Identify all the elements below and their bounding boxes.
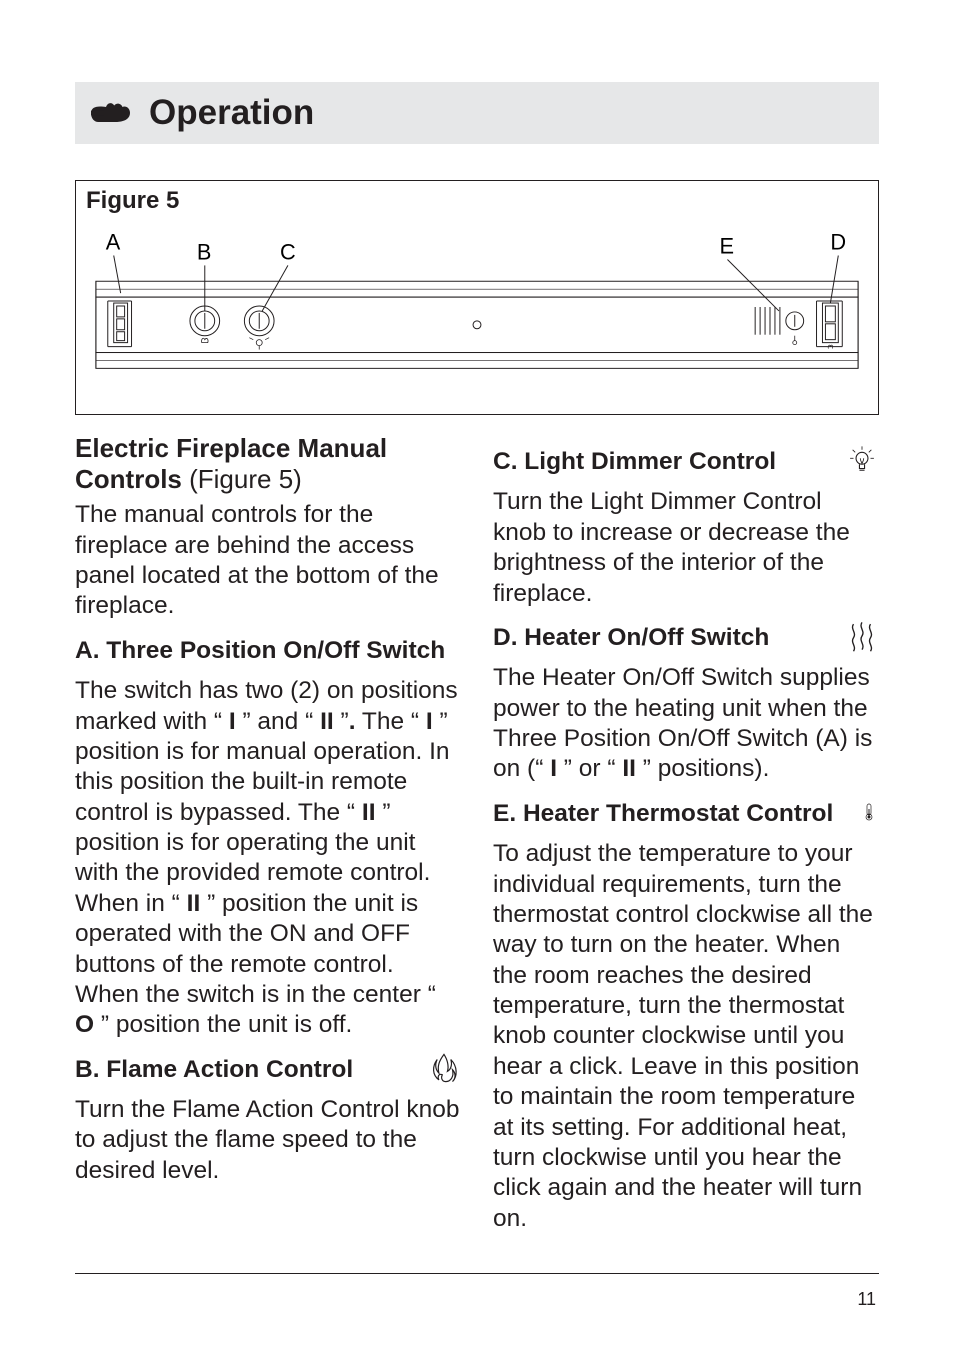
symbol-II: II: [362, 799, 376, 826]
symbol-I: I: [550, 755, 557, 782]
intro-paragraph: The manual controls for the fireplace ar…: [75, 500, 461, 622]
sub-c-text: C. Light Dimmer Control: [493, 447, 776, 477]
symbol-I: I: [426, 708, 433, 735]
text: The “: [356, 708, 426, 735]
sub-b-text: B. Flame Action Control: [75, 1055, 353, 1085]
callout-D: D: [830, 230, 846, 255]
callout-B: B: [197, 239, 212, 264]
callout-A: A: [106, 230, 121, 255]
sub-heading-d: D. Heater On/Off Switch: [493, 623, 879, 653]
figure-5-diagram: A B C E D: [86, 221, 868, 391]
symbol-II: II: [187, 890, 201, 917]
sub-d-text: D. Heater On/Off Switch: [493, 623, 769, 653]
footer-rule: [75, 1273, 879, 1274]
text: ” or “: [557, 755, 622, 782]
pointing-hand-icon: [89, 98, 135, 128]
sub-e-body: To adjust the temperature to your indivi…: [493, 839, 879, 1234]
callout-C: C: [280, 239, 296, 264]
symbol-II: II: [320, 708, 334, 735]
right-column: C. Light Dimmer Control Turn the Light D…: [493, 433, 879, 1248]
symbol-I: I: [229, 708, 236, 735]
body-columns: Electric Fireplace Manual Controls (Figu…: [75, 433, 879, 1248]
page: Operation Figure 5 A B C E D: [0, 0, 954, 1362]
heater-switch-icon: [822, 303, 838, 343]
left-column: Electric Fireplace Manual Controls (Figu…: [75, 433, 461, 1248]
sub-e-text: E. Heater Thermostat Control: [493, 799, 833, 829]
sub-d-body: The Heater On/Off Switch supplies power …: [493, 663, 879, 785]
sub-heading-c: C. Light Dimmer Control: [493, 447, 879, 477]
flame-icon: [427, 1051, 461, 1085]
text: ”: [334, 708, 349, 735]
text: ” positions).: [636, 755, 769, 782]
figure-5: Figure 5 A B C E D: [75, 180, 879, 415]
page-number: 11: [857, 1289, 876, 1310]
sub-heading-a: A. Three Position On/Off Switch: [75, 636, 461, 666]
symbol-II: II: [622, 755, 636, 782]
bulb-icon: [845, 443, 879, 477]
text: ” and “: [236, 708, 320, 735]
sub-b-body: Turn the Flame Action Control knob to ad…: [75, 1095, 461, 1186]
sub-c-body: Turn the Light Dimmer Control knob to in…: [493, 487, 879, 609]
text: .: [349, 708, 356, 735]
section-header-band: Operation: [75, 82, 879, 144]
sub-a-body: The switch has two (2) on positions mark…: [75, 676, 461, 1041]
heading-thin: (Figure 5): [182, 464, 302, 494]
symbol-O: O: [75, 1011, 94, 1038]
switch-icon: [114, 303, 128, 343]
figure-label: Figure 5: [86, 187, 868, 215]
heat-waves-icon: [845, 619, 879, 653]
section-title: Operation: [149, 93, 314, 133]
thermostat-knob-icon: [755, 307, 780, 335]
text: ” position the unit is off.: [94, 1011, 352, 1038]
sub-heading-e: E. Heater Thermostat Control: [493, 799, 879, 829]
sub-a-text: A. Three Position On/Off Switch: [75, 636, 445, 666]
section-heading: Electric Fireplace Manual Controls (Figu…: [75, 433, 461, 494]
callout-E: E: [720, 234, 735, 259]
sub-heading-b: B. Flame Action Control: [75, 1055, 461, 1085]
thermometer-icon: [859, 795, 879, 829]
